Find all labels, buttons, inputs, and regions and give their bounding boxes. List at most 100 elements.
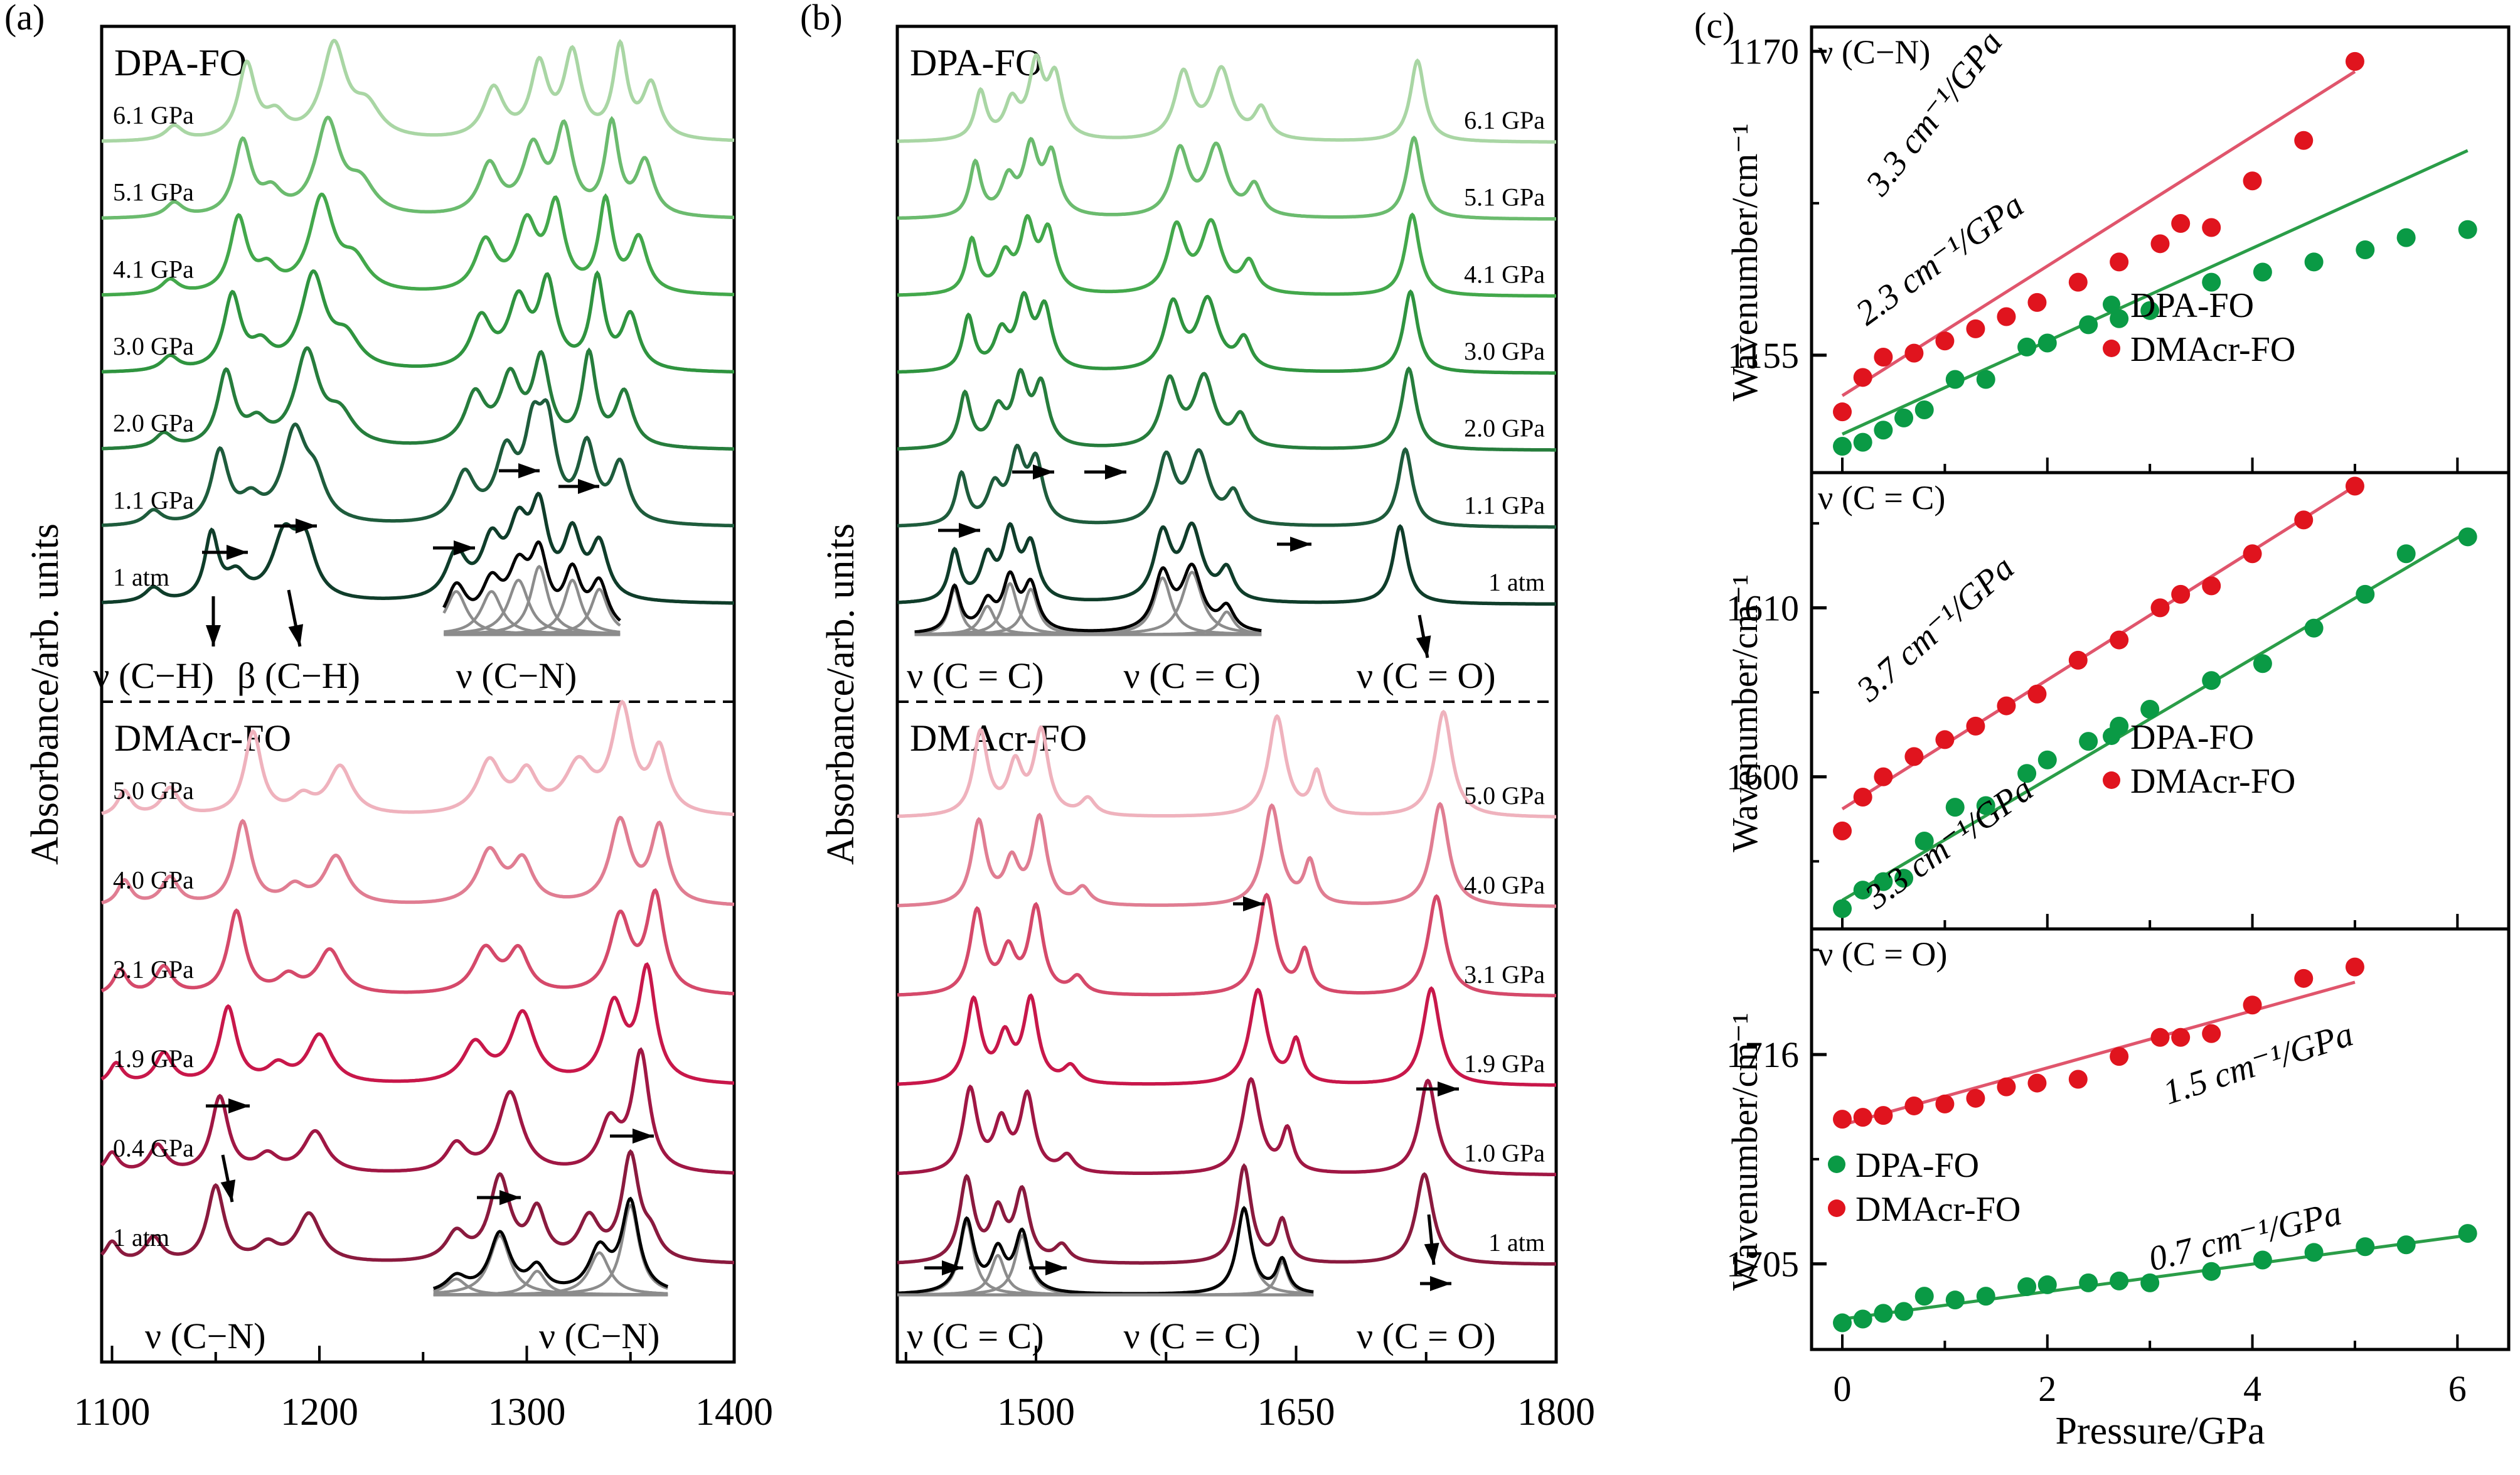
legend: DPA-FO DMAcr-FO	[1828, 1146, 2021, 1229]
shift-arrow-head	[1033, 464, 1054, 480]
pressure-label: 4.1 GPa	[113, 255, 194, 283]
slope-annotation: 3.3 cm⁻¹/GPa	[1857, 770, 2040, 917]
panel-label: (c)	[1694, 5, 1734, 46]
pressure-label: 1.9 GPa	[113, 1044, 194, 1073]
dmacr-fo-data-point	[2027, 292, 2047, 312]
legend-marker	[2103, 771, 2120, 789]
fit-total-curve	[442, 540, 621, 622]
fit-total-curve	[914, 562, 1262, 634]
x-tick-label: 1300	[488, 1391, 566, 1434]
shift-arrow-head	[578, 479, 599, 494]
dpa-fo-data-point	[1914, 400, 1934, 419]
dpa-fo-data-point	[2017, 764, 2037, 783]
dpa-fo-data-point	[2458, 1224, 2477, 1243]
spectrum-line	[897, 802, 1556, 908]
dpa-fo-data-point	[2396, 1235, 2416, 1255]
spectrum-line	[897, 289, 1556, 375]
dmacr-fo-data-point	[2110, 630, 2129, 650]
shift-arrow-head	[959, 523, 980, 538]
legend-label: DPA-FO	[2130, 718, 2254, 757]
dpa-fo-data-point	[2079, 732, 2098, 751]
legend-label: DMAcr-FO	[1855, 1190, 2021, 1229]
legend-label: DPA-FO	[1855, 1146, 1979, 1185]
dpa-fo-data-point	[2140, 1273, 2160, 1292]
fit-component-curve	[914, 582, 1262, 636]
subplot-0: 1155 1170 Wavenumber/cm⁻¹ ν (C−N) DPA-FO DMAc…	[1724, 24, 2511, 475]
dpa-fo-data-point	[2253, 262, 2272, 282]
legend-marker	[2103, 727, 2120, 745]
pressure-label: 1.1 GPa	[113, 486, 194, 514]
down-arrow-head	[1416, 635, 1431, 658]
dpa-fo-data-point	[1833, 899, 1852, 918]
pressure-label: 1 atm	[1488, 568, 1545, 596]
dmacr-fo-data-point	[1833, 1110, 1852, 1129]
dmacr-fo-data-point	[1966, 716, 1985, 736]
legend: DPA-FO DMAcr-FO	[2103, 286, 2295, 369]
x-axis-label: Pressure/GPa	[2055, 1410, 2265, 1452]
band-assignment-label: ν (C = O)	[1357, 1316, 1496, 1356]
dmacr-fo-data-point	[1935, 730, 1955, 749]
pressure-label: 5.0 GPa	[1464, 781, 1545, 810]
dpa-fo-data-point	[2356, 584, 2375, 604]
band-assignment-label: ν (C = C)	[1124, 655, 1261, 696]
band-assignment-label: ν (C = C)	[907, 1316, 1044, 1356]
dmacr-fo-data-point	[1966, 1088, 1985, 1108]
dmacr-fo-data-point	[2027, 684, 2047, 704]
legend-marker	[1828, 1156, 1845, 1173]
dmacr-fo-data-point	[1904, 1096, 1924, 1115]
dpa-fo-data-point	[2304, 252, 2324, 272]
linear-fit-line	[1842, 980, 2356, 1127]
y-tick-label: 1610	[1726, 587, 1799, 628]
y-tick-label: 1705	[1726, 1244, 1799, 1285]
dmacr-fo-data-point	[1853, 787, 1872, 807]
dmacr-fo-data-point	[2345, 957, 2364, 977]
y-axis-label: Absorbance/arb. units	[24, 523, 67, 865]
x-tick-label: 2	[2038, 1368, 2056, 1409]
spectrum-line	[102, 491, 734, 605]
dmacr-fo-data-point	[1966, 319, 1985, 338]
spectrum-line	[897, 135, 1556, 221]
shift-arrow-head	[1430, 1276, 1451, 1291]
dmacr-fo-data-point	[2068, 1070, 2088, 1089]
dmacr-fo-data-point	[2294, 510, 2314, 530]
spectrum-line	[100, 1047, 735, 1175]
spectrum-line	[102, 38, 735, 143]
dpa-fo-data-point	[2253, 1250, 2272, 1270]
dpa-fo-data-point	[2079, 315, 2098, 335]
pressure-label: 1 atm	[1488, 1228, 1545, 1257]
dpa-fo-data-point	[2202, 671, 2221, 690]
panel-label: (a)	[4, 0, 45, 38]
x-tick-label: 0	[1834, 1368, 1852, 1409]
spectrum-line	[897, 53, 1556, 144]
band-assignment-label: ν (C−N)	[456, 655, 577, 696]
dpa-fo-data-point	[1945, 370, 1965, 389]
legend: DPA-FO DMAcr-FO	[2103, 718, 2295, 801]
dpa-fo-data-point	[1945, 1290, 1965, 1310]
pressure-label: 5.1 GPa	[113, 178, 194, 206]
dpa-fo-data-point	[2396, 544, 2416, 564]
dpa-fo-data-point	[1833, 437, 1852, 456]
dpa-fo-data-point	[2356, 240, 2375, 259]
section-dpa-fo: DPA-FO 1 atm 1.1 GPa 2.0 GPa 3.0 GPa 4.1 GPa 5…	[897, 42, 1556, 696]
band-assignment-label: ν (C−N)	[539, 1316, 660, 1356]
pressure-label: 3.0 GPa	[1464, 337, 1545, 365]
dmacr-fo-data-point	[2068, 650, 2088, 670]
spectrum-line	[897, 366, 1556, 452]
linear-fit-line	[1841, 149, 2469, 436]
spectrum-line	[897, 1076, 1556, 1177]
dmacr-fo-data-point	[2171, 1027, 2191, 1047]
dpa-fo-data-point	[2356, 1237, 2375, 1257]
dmacr-fo-data-point	[1833, 821, 1852, 840]
dpa-fo-data-point	[1853, 432, 1872, 452]
x-tick-label: 6	[2448, 1368, 2467, 1409]
dmacr-fo-data-point	[2202, 218, 2221, 237]
dmacr-fo-data-point	[2027, 1073, 2047, 1093]
shift-arrow-head	[228, 1098, 250, 1113]
shift-arrow-head	[1105, 464, 1126, 480]
dpa-fo-data-point	[2202, 272, 2221, 292]
dpa-fo-data-point	[2140, 699, 2160, 719]
y-axis-label: Wavenumber/cm⁻¹	[1724, 1013, 1765, 1291]
dmacr-fo-data-point	[2068, 272, 2088, 292]
dpa-fo-data-point	[1894, 869, 1914, 888]
pressure-label: 2.0 GPa	[113, 409, 194, 437]
